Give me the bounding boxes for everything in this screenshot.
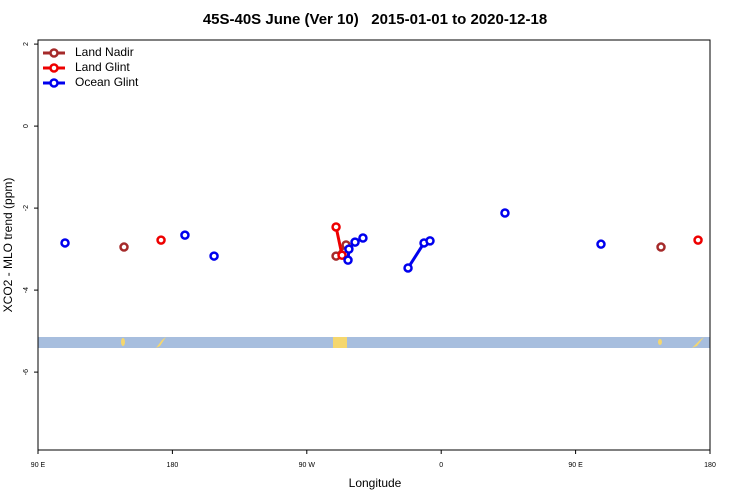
point <box>337 250 347 260</box>
point <box>500 208 510 218</box>
x-axis-label: Longitude <box>349 476 402 490</box>
connector <box>334 226 344 256</box>
legend-marker <box>49 48 59 58</box>
point <box>343 255 353 265</box>
y-tick-label: 0 <box>23 124 30 128</box>
legend-label: Ocean Glint <box>75 75 139 89</box>
legend-label: Land Nadir <box>75 45 134 59</box>
y-tick-label: -2 <box>23 205 30 211</box>
point <box>403 263 413 273</box>
plot-frame <box>37 39 711 451</box>
x-tick-label: 0 <box>439 462 443 469</box>
map-strip <box>38 337 710 348</box>
point <box>358 233 368 243</box>
point <box>180 230 190 240</box>
land <box>692 337 704 348</box>
land <box>333 337 347 348</box>
point <box>656 242 666 252</box>
land <box>121 338 125 346</box>
x-tick-label: 90 E <box>31 462 46 469</box>
point <box>693 235 703 245</box>
x-tick-label: 180 <box>167 462 179 469</box>
point <box>60 238 70 248</box>
point <box>209 251 219 261</box>
y-tick-label: -4 <box>23 287 30 293</box>
ocean-strip <box>38 337 710 348</box>
land <box>156 337 166 348</box>
legend-marker <box>49 63 59 73</box>
x-tick-label: 90 E <box>568 462 583 469</box>
y-tick-label: 2 <box>23 42 30 46</box>
point <box>425 236 435 246</box>
chart-title: 45S-40S June (Ver 10) 2015-01-01 to 2020… <box>203 11 547 28</box>
x-tick-label: 180 <box>704 462 716 469</box>
legend-label: Land Glint <box>75 60 130 74</box>
y-tick-label: -6 <box>23 369 30 375</box>
point <box>596 239 606 249</box>
point <box>156 235 166 245</box>
y-axis-label: XCO2 - MLO trend (ppm) <box>1 178 15 313</box>
connector <box>406 242 426 269</box>
point <box>350 237 360 247</box>
point <box>331 222 341 232</box>
x-tick-label: 90 W <box>299 462 316 469</box>
point <box>344 244 354 254</box>
point <box>119 242 129 252</box>
land <box>658 339 662 345</box>
legend-marker <box>49 78 59 88</box>
